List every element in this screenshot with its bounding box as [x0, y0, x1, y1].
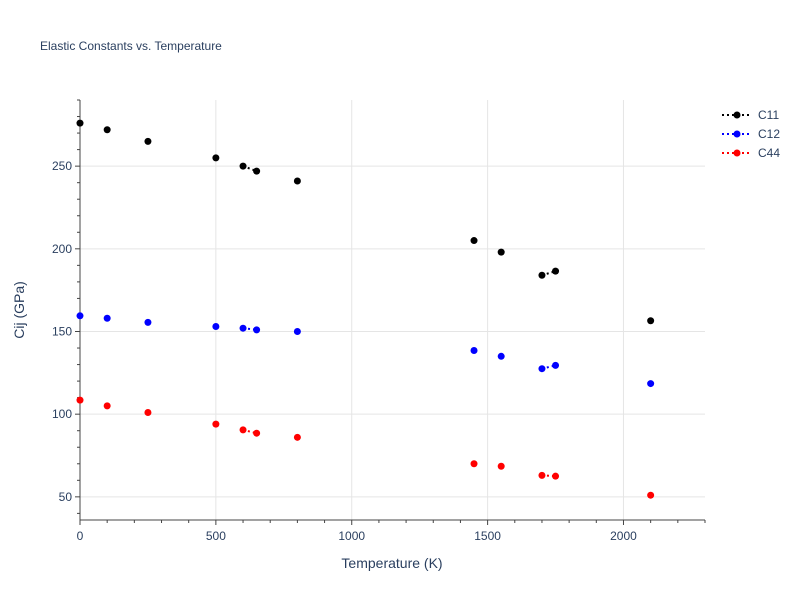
grid-layer [80, 100, 705, 520]
series-c11 [76, 119, 655, 325]
y-tick-label: 50 [59, 490, 73, 504]
y-tick-label: 250 [52, 159, 72, 173]
chart-title: Elastic Constants vs. Temperature [40, 39, 222, 53]
data-point-c12[interactable] [76, 312, 84, 320]
y-axis-title: Cij (GPa) [11, 281, 27, 339]
data-point-c11[interactable] [647, 317, 655, 325]
x-tick-label: 500 [206, 529, 226, 543]
data-point-c44[interactable] [239, 426, 247, 434]
y-tick-label: 100 [52, 407, 72, 421]
data-point-c12[interactable] [497, 352, 505, 360]
data-point-c44[interactable] [212, 420, 220, 428]
data-point-c12[interactable] [103, 314, 111, 322]
data-point-c12[interactable] [239, 324, 247, 332]
x-axis-title: Temperature (K) [341, 555, 442, 571]
series-layer [76, 119, 655, 499]
data-point-c44[interactable] [293, 433, 301, 441]
data-point-c44[interactable] [470, 460, 478, 468]
data-point-c12[interactable] [253, 326, 261, 334]
x-tick-label: 2000 [610, 529, 637, 543]
data-point-c11[interactable] [552, 267, 560, 275]
data-point-c11[interactable] [470, 237, 478, 245]
legend-label-c44: C44 [758, 146, 780, 160]
data-point-c44[interactable] [103, 402, 111, 410]
x-tick-label: 1000 [338, 529, 365, 543]
legend-marker-c44 [733, 149, 741, 157]
data-point-c44[interactable] [253, 429, 261, 437]
legend-label-c11: C11 [758, 108, 779, 122]
data-point-c11[interactable] [538, 271, 546, 279]
legend-label-c12: C12 [758, 127, 780, 141]
data-point-c12[interactable] [212, 323, 220, 331]
axis-layer: 0 500 1000 1500 2000 50 100 150 200 250 [52, 99, 706, 543]
data-point-c11[interactable] [144, 137, 152, 145]
y-tick-label: 200 [52, 242, 72, 256]
data-point-c12[interactable] [293, 327, 301, 335]
data-point-c11[interactable] [239, 162, 247, 170]
x-tick-label: 0 [77, 529, 84, 543]
data-point-c11[interactable] [497, 248, 505, 256]
data-point-c11[interactable] [293, 177, 301, 185]
data-point-c44[interactable] [538, 471, 546, 479]
legend-item-c44[interactable]: C44 [722, 146, 780, 160]
legend-marker-c12 [733, 130, 741, 138]
series-c44 [76, 396, 655, 499]
x-tick-label: 1500 [474, 529, 501, 543]
data-point-c11[interactable] [76, 119, 84, 127]
legend-marker-c11 [733, 111, 741, 119]
data-point-c44[interactable] [497, 462, 505, 470]
data-point-c12[interactable] [647, 380, 655, 388]
data-point-c44[interactable] [76, 396, 84, 404]
data-point-c44[interactable] [144, 409, 152, 417]
data-point-c11[interactable] [103, 126, 111, 134]
data-point-c44[interactable] [647, 491, 655, 499]
y-tick-label: 150 [52, 324, 72, 338]
data-point-c11[interactable] [253, 167, 261, 175]
data-point-c11[interactable] [212, 154, 220, 162]
legend-item-c11[interactable]: C11 [722, 108, 779, 122]
data-point-c12[interactable] [144, 318, 152, 326]
legend[interactable]: C11 C12 C44 [722, 108, 780, 160]
legend-item-c12[interactable]: C12 [722, 127, 780, 141]
data-point-c12[interactable] [538, 365, 546, 373]
series-c12 [76, 312, 655, 388]
data-point-c12[interactable] [552, 361, 560, 369]
data-point-c12[interactable] [470, 347, 478, 355]
data-point-c44[interactable] [552, 472, 560, 480]
